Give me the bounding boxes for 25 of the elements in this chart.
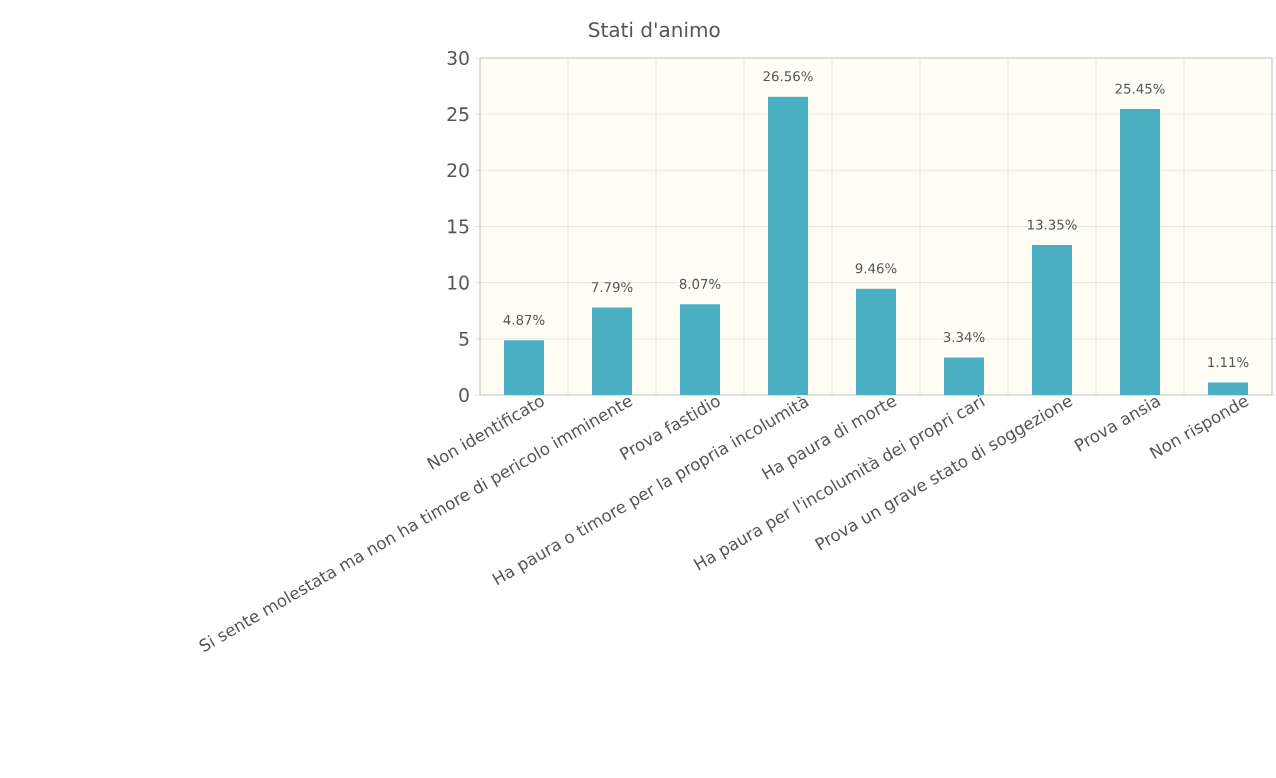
bar <box>768 96 809 395</box>
y-tick-label: 10 <box>448 275 469 290</box>
data-label: 1.11% <box>1208 357 1249 368</box>
y-tick-label: 25 <box>447 107 469 122</box>
bar <box>1032 245 1072 395</box>
bar <box>1120 109 1160 395</box>
data-label: 25.45% <box>1115 83 1165 94</box>
y-tick-label: 5 <box>459 331 469 346</box>
data-label: 4.87% <box>503 314 545 325</box>
data-label: 13.35% <box>1028 219 1077 230</box>
y-tick-label: 15 <box>448 219 469 234</box>
chart-title: Stati d'animo <box>589 21 720 38</box>
data-label: 7.79% <box>591 282 633 293</box>
bar <box>856 288 896 395</box>
bar <box>592 307 632 395</box>
data-label: 8.07% <box>679 278 721 289</box>
data-label: 26.56% <box>763 71 813 82</box>
bar <box>1208 382 1248 395</box>
y-tick-label: 20 <box>447 163 469 178</box>
data-label: 3.34% <box>943 332 985 343</box>
bar <box>504 340 544 395</box>
bar <box>944 357 984 395</box>
bar <box>680 304 721 395</box>
data-label: 9.46% <box>855 263 897 274</box>
y-tick-label: 30 <box>447 50 469 66</box>
